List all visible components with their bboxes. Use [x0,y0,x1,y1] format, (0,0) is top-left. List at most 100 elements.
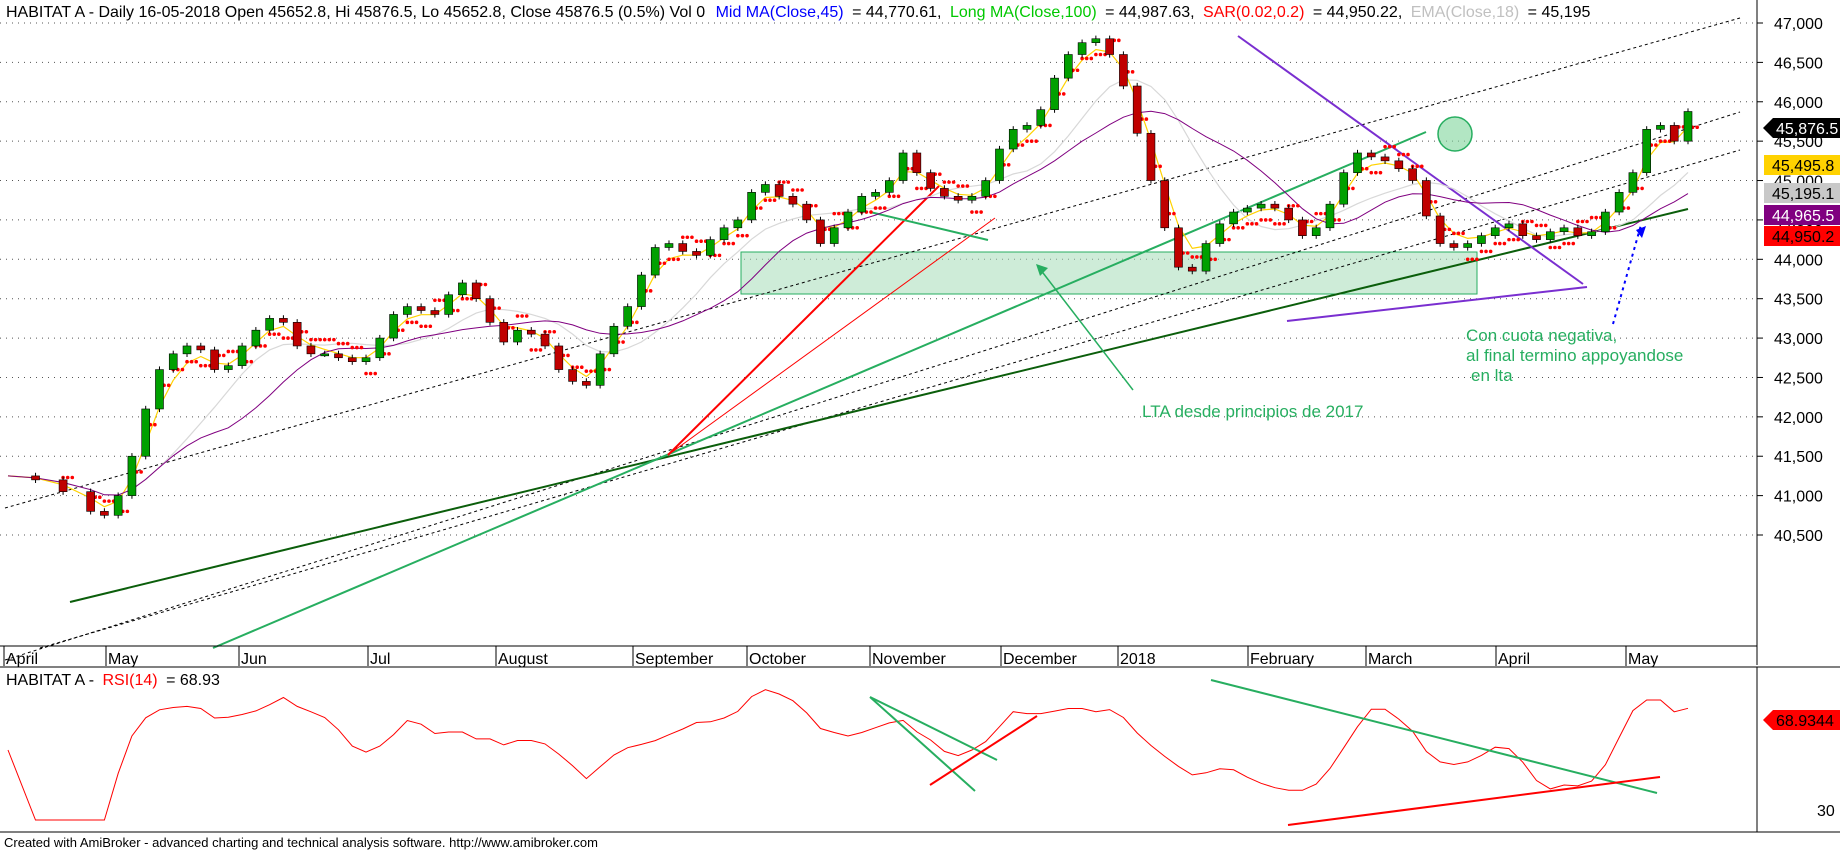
sar-dot [350,345,355,350]
sar-dot [768,198,772,203]
sar-dot [139,470,143,474]
candle-body [1311,227,1321,236]
x-tick-label: August [498,651,548,668]
sar-dot [745,233,749,238]
sar-dot [153,422,157,427]
sar-dot [373,371,378,376]
candle-body [1435,215,1445,244]
candle-body [1532,235,1541,240]
candle-body [1463,243,1472,248]
candle-body [224,365,233,370]
blue-dotted-arrow [1612,224,1642,325]
sar-dot [231,349,235,354]
sar-dot [405,320,410,325]
sar-dot [198,363,203,368]
y-tick-label: 42,000 [1774,410,1823,427]
sar-dot [166,383,171,388]
sar-dot [873,206,878,210]
x-tick-label: Jun [241,651,267,668]
sar-dot [667,257,671,262]
sar-dot [286,336,290,340]
sar-dot [414,320,419,325]
y-tick-label: 46,000 [1774,95,1823,112]
sar-dot [1695,125,1699,130]
candle-body [113,495,123,516]
sar-dot [938,172,942,177]
sar-dot [589,369,593,373]
sar-dot [483,282,488,287]
sar-dot [1461,231,1465,236]
sar-dot [322,337,327,342]
sar-dot [690,235,694,240]
mid-ma-label: Mid MA(Close,45) [716,4,844,21]
candle-body [1160,180,1170,229]
candle-body [1642,129,1651,173]
sar-dot [1663,139,1667,143]
purple-resistance-line [1237,35,1584,285]
candle-body [1091,38,1101,43]
sar-dot [1318,211,1323,216]
candle-body [1284,207,1293,221]
sar-dot [1470,257,1475,262]
sar-dot [1589,215,1594,220]
candle-body [361,357,371,363]
candle-body [1132,85,1142,134]
sar-dot [1585,219,1589,224]
sar-dot [520,314,524,318]
sar-dot [277,332,281,336]
candle-body [1064,54,1073,79]
rsi-header-prefix: HABITAT A - [6,672,94,689]
sar-dot [1291,203,1296,208]
sar-dot [1084,56,1089,61]
sar-dot [1511,237,1516,242]
sar-dot [607,367,612,372]
sar-dot [1080,56,1084,61]
sar-dot [1447,227,1452,232]
sar-dot [1309,219,1314,224]
candle-body [829,227,839,244]
sar-dot [1006,162,1011,167]
rsi-green-line-3 [1210,679,1658,794]
candle-body [237,345,247,366]
sar-dot [1516,237,1520,242]
candle-body [1366,152,1376,158]
sar-dot [368,371,373,376]
y-tick-label: 40,500 [1774,528,1823,545]
candle-body [1422,180,1431,217]
candle-body [1174,227,1183,268]
candle-body [127,455,137,496]
sar-dot [345,341,350,346]
candle-body [1683,111,1693,142]
x-tick-label: February [1250,651,1314,668]
y-tick-label: 42,500 [1774,370,1823,387]
sar-dot [1089,56,1094,61]
sar-dot [726,241,731,246]
sar-dot [786,180,791,184]
sar-dot [832,211,837,216]
candle-body [251,329,261,347]
candle-body [1477,235,1486,244]
candle-body [334,353,343,359]
candle-body [513,329,522,343]
candle-body [292,322,302,347]
candle-body [540,333,550,347]
candle-body [265,318,274,331]
sar-dot [341,341,345,346]
candle-body [650,247,660,276]
red-trend-line [667,217,996,456]
candle-body [320,353,330,357]
sar-dot [837,211,841,216]
sar-dot [511,326,515,330]
candle-body [458,282,467,296]
y-tick-label: 41,000 [1774,489,1823,506]
candle-body [1504,223,1514,229]
candle-body [733,219,743,229]
y-tick-label: 47,000 [1774,16,1823,33]
sar-dot [584,369,589,373]
annotation-pointer-head [1036,264,1048,276]
candle-body [1256,203,1266,209]
candle-body [1545,231,1555,240]
x-tick-label: March [1368,651,1412,668]
sar-dot [1231,226,1236,230]
rsi-red-line-1 [929,715,1038,786]
